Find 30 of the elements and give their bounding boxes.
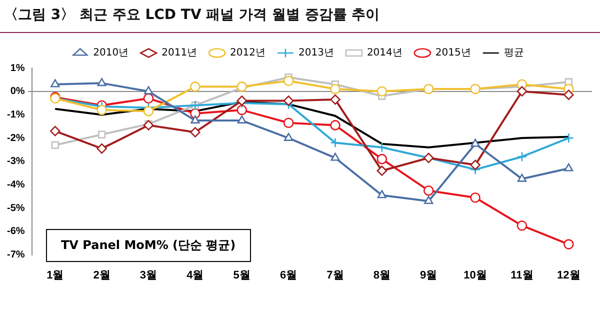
x-tick-label: 4월 — [186, 269, 204, 282]
x-tick-label: 11월 — [510, 269, 534, 282]
y-tick-label: -2% — [6, 132, 25, 144]
y-tick-label: -3% — [6, 156, 25, 168]
y-tick-label: 1% — [10, 62, 25, 74]
y-tick-label: -1% — [6, 109, 25, 120]
x-tick-label: 9월 — [420, 269, 438, 282]
legend-label: 평균 — [504, 48, 524, 59]
x-tick-label: 8월 — [373, 269, 390, 282]
legend-label: 2011년 — [162, 48, 198, 59]
y-tick-label: 0% — [10, 86, 25, 98]
x-tick-label: 1월 — [46, 269, 64, 282]
y-tick-label: -6% — [6, 226, 25, 238]
legend-label: 2010년 — [93, 48, 129, 59]
legend-label: 2014년 — [366, 48, 402, 59]
legend-label: 2013년 — [298, 48, 334, 59]
annotation: TV Panel MoM% (단순 평균) — [46, 229, 251, 262]
legend-label: 2012년 — [230, 48, 266, 59]
legend-label: 2015년 — [435, 48, 471, 59]
x-tick-label: 2월 — [93, 269, 110, 282]
x-tick-label: 10월 — [464, 269, 487, 282]
y-tick-label: -5% — [6, 202, 25, 214]
chart-title: 〈그림 3〉 최근 주요 LCD TV 패널 가격 월별 증감률 추이 — [4, 6, 380, 24]
x-tick-label: 6월 — [280, 269, 298, 282]
y-tick-label: -4% — [6, 180, 25, 190]
x-tick-label: 7월 — [326, 269, 344, 282]
x-tick-label: 3월 — [140, 269, 158, 282]
x-tick-label: 5월 — [233, 269, 250, 282]
y-tick-label: -7% — [6, 250, 25, 261]
x-tick-label: 12월 — [557, 269, 580, 282]
